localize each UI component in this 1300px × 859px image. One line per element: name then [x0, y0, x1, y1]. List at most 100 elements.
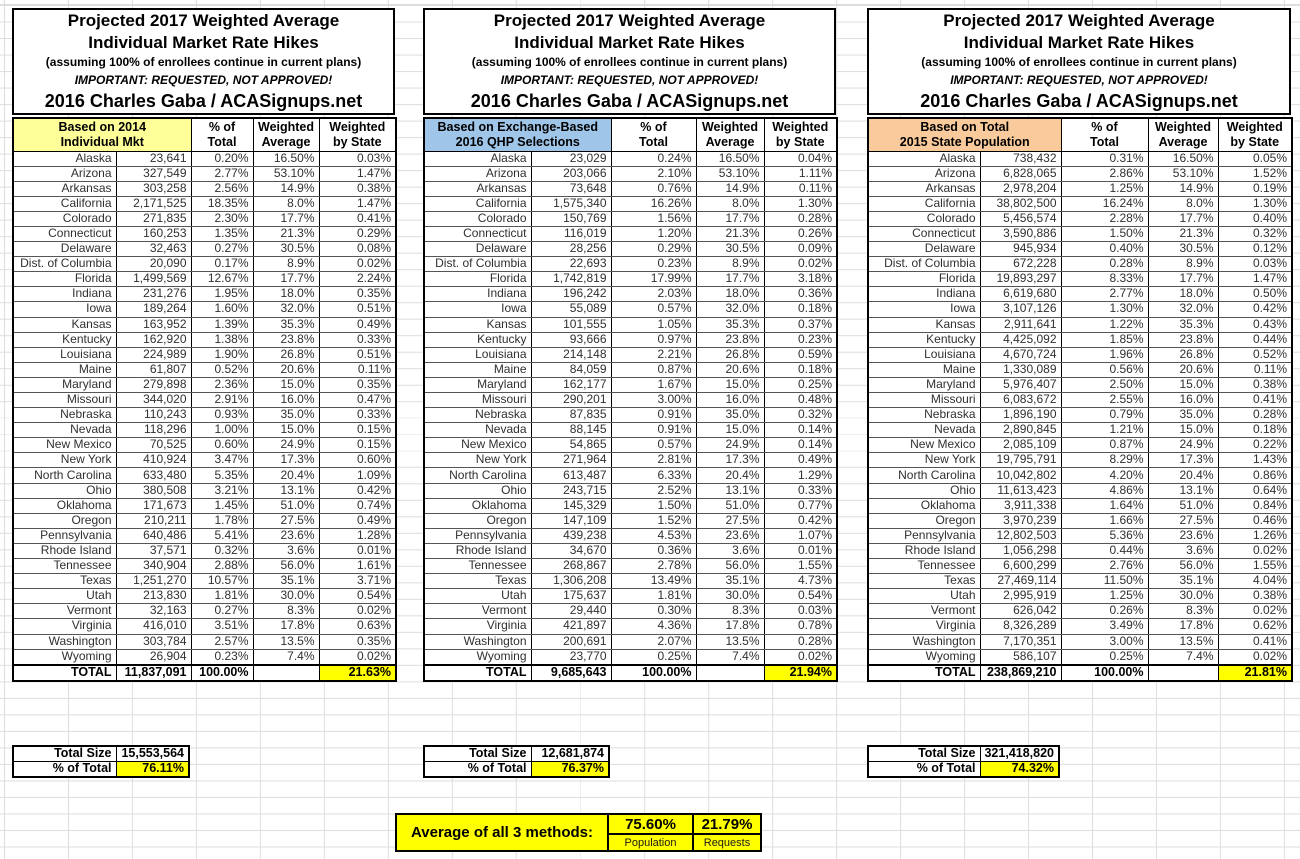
cell-weighted-by-state[interactable]: 0.35%: [318, 634, 397, 650]
cell-market-size[interactable]: 214,148: [530, 347, 612, 363]
cell-pct-of-total[interactable]: 2.10%: [610, 166, 697, 182]
cell-weighted-by-state[interactable]: 1.28%: [318, 528, 397, 544]
cell-pct-of-total[interactable]: 13.49%: [610, 573, 697, 590]
cell-market-size[interactable]: 20,090: [115, 256, 192, 273]
cell-state[interactable]: Vermont: [423, 603, 532, 620]
cell-pct-of-total[interactable]: 5.41%: [190, 528, 254, 544]
cell-weighted-average[interactable]: 35.1%: [252, 573, 320, 590]
cell-pct-of-total[interactable]: 0.44%: [1060, 543, 1149, 560]
cell-weighted-average[interactable]: 13.5%: [252, 634, 320, 650]
cell-weighted-average[interactable]: 20.4%: [1147, 467, 1219, 484]
column-header-pct-of-total[interactable]: % of Total: [610, 117, 697, 152]
cell-market-size[interactable]: 2,171,525: [115, 196, 192, 212]
cell-weighted-average[interactable]: 26.8%: [695, 347, 765, 363]
cell-state[interactable]: North Carolina: [867, 467, 981, 484]
cell-pct-of-total[interactable]: 1.50%: [1060, 226, 1149, 243]
cell-pct-of-total[interactable]: 10.57%: [190, 573, 254, 590]
column-header-weighted-by-state[interactable]: Weighted by State: [318, 117, 397, 152]
cell-weighted-by-state[interactable]: 0.77%: [763, 498, 838, 514]
total-label[interactable]: TOTAL: [423, 663, 532, 682]
cell-pct-of-total[interactable]: 0.20%: [190, 151, 254, 167]
cell-pct-of-total[interactable]: 4.53%: [610, 528, 697, 544]
total-size-label[interactable]: Total Size: [867, 745, 981, 762]
cell-pct-of-total[interactable]: 0.57%: [610, 301, 697, 318]
cell-weighted-by-state[interactable]: 0.02%: [1217, 649, 1293, 666]
cell-weighted-average[interactable]: 13.5%: [1147, 634, 1219, 650]
cell-pct-of-total[interactable]: 0.27%: [190, 603, 254, 620]
cell-weighted-by-state[interactable]: 0.32%: [1217, 226, 1293, 243]
cell-weighted-average[interactable]: 30.0%: [252, 588, 320, 605]
cell-weighted-average[interactable]: 35.1%: [695, 573, 765, 590]
cell-pct-of-total[interactable]: 0.40%: [1060, 241, 1149, 258]
cell-weighted-by-state[interactable]: 0.02%: [763, 649, 838, 666]
cell-weighted-by-state[interactable]: 0.33%: [318, 407, 397, 424]
cell-market-size[interactable]: 116,019: [530, 226, 612, 243]
cell-state[interactable]: New York: [423, 452, 532, 469]
cell-weighted-by-state[interactable]: 0.43%: [1217, 317, 1293, 333]
cell-state[interactable]: Kentucky: [423, 332, 532, 348]
cell-pct-of-total[interactable]: 1.52%: [610, 513, 697, 529]
cell-weighted-by-state[interactable]: 1.55%: [763, 558, 838, 575]
cell-weighted-average[interactable]: 35.0%: [252, 407, 320, 424]
cell-weighted-by-state[interactable]: 0.28%: [1217, 407, 1293, 424]
cell-pct-of-total[interactable]: 0.87%: [610, 362, 697, 378]
cell-market-size[interactable]: 22,693: [530, 256, 612, 273]
title-cell[interactable]: Projected 2017 Weighted Average Individu…: [12, 8, 395, 115]
cell-weighted-average[interactable]: 51.0%: [695, 498, 765, 514]
cell-state[interactable]: Florida: [423, 271, 532, 288]
cell-pct-of-total[interactable]: 2.30%: [190, 211, 254, 227]
cell-weighted-by-state[interactable]: 0.49%: [318, 317, 397, 333]
cell-pct-of-total[interactable]: 1.90%: [190, 347, 254, 363]
cell-pct-of-total[interactable]: 1.22%: [1060, 317, 1149, 333]
cell-market-size[interactable]: 672,228: [979, 256, 1062, 273]
cell-pct-of-total[interactable]: 1.20%: [610, 226, 697, 243]
cell-weighted-average[interactable]: 35.1%: [1147, 573, 1219, 590]
cell-market-size[interactable]: 613,487: [530, 467, 612, 484]
cell-weighted-by-state[interactable]: 0.28%: [763, 211, 838, 227]
cell-market-size[interactable]: 73,648: [530, 181, 612, 197]
cell-weighted-by-state[interactable]: 0.42%: [1217, 301, 1293, 318]
cell-state[interactable]: Tennessee: [12, 558, 117, 575]
cell-market-size[interactable]: 189,264: [115, 301, 192, 318]
cell-pct-of-total[interactable]: 0.57%: [610, 437, 697, 454]
cell-market-size[interactable]: 10,042,802: [979, 467, 1062, 484]
cell-state[interactable]: Florida: [12, 271, 117, 288]
cell-weighted-average[interactable]: 24.9%: [1147, 437, 1219, 454]
cell-pct-of-total[interactable]: 0.31%: [1060, 151, 1149, 167]
cell-weighted-average[interactable]: 17.7%: [252, 271, 320, 288]
cell-weighted-average[interactable]: 8.9%: [1147, 256, 1219, 273]
cell-weighted-average[interactable]: 14.9%: [1147, 181, 1219, 197]
cell-weighted-average[interactable]: 53.10%: [1147, 166, 1219, 182]
cell-state[interactable]: Connecticut: [12, 226, 117, 243]
cell-weighted-average[interactable]: 13.1%: [252, 483, 320, 499]
cell-state[interactable]: Vermont: [12, 603, 117, 620]
cell-pct-of-total[interactable]: 0.28%: [1060, 256, 1149, 273]
cell-pct-of-total[interactable]: 0.76%: [610, 181, 697, 197]
cell-state[interactable]: Florida: [867, 271, 981, 288]
cell-weighted-by-state[interactable]: 0.84%: [1217, 498, 1293, 514]
cell-weighted-by-state[interactable]: 1.07%: [763, 528, 838, 544]
cell-weighted-average[interactable]: 51.0%: [1147, 498, 1219, 514]
cell-market-size[interactable]: 303,784: [115, 634, 192, 650]
cell-weighted-by-state[interactable]: 0.28%: [763, 634, 838, 650]
cell-state[interactable]: Louisiana: [12, 347, 117, 363]
cell-state[interactable]: Nebraska: [423, 407, 532, 424]
cell-state[interactable]: Iowa: [12, 301, 117, 318]
cell-weighted-by-state[interactable]: 1.30%: [763, 196, 838, 212]
pct-of-total-label[interactable]: % of Total: [423, 761, 532, 778]
cell-pct-of-total[interactable]: 1.64%: [1060, 498, 1149, 514]
cell-pct-of-total[interactable]: 0.23%: [610, 256, 697, 273]
cell-state[interactable]: Colorado: [867, 211, 981, 227]
cell-weighted-average[interactable]: 8.0%: [252, 196, 320, 212]
cell-state[interactable]: Ohio: [12, 483, 117, 499]
cell-weighted-by-state[interactable]: 0.33%: [318, 332, 397, 348]
cell-weighted-average[interactable]: 23.8%: [252, 332, 320, 348]
cell-state[interactable]: Maine: [12, 362, 117, 378]
cell-weighted-by-state[interactable]: 0.01%: [763, 543, 838, 560]
cell-weighted-by-state[interactable]: 0.37%: [763, 317, 838, 333]
cell-pct-of-total[interactable]: 2.36%: [190, 377, 254, 394]
cell-market-size[interactable]: 32,463: [115, 241, 192, 258]
column-header-source[interactable]: Based on Total 2015 State Population: [867, 117, 1062, 152]
cell-weighted-by-state[interactable]: 0.11%: [318, 362, 397, 378]
cell-weighted-average[interactable]: 35.0%: [695, 407, 765, 424]
